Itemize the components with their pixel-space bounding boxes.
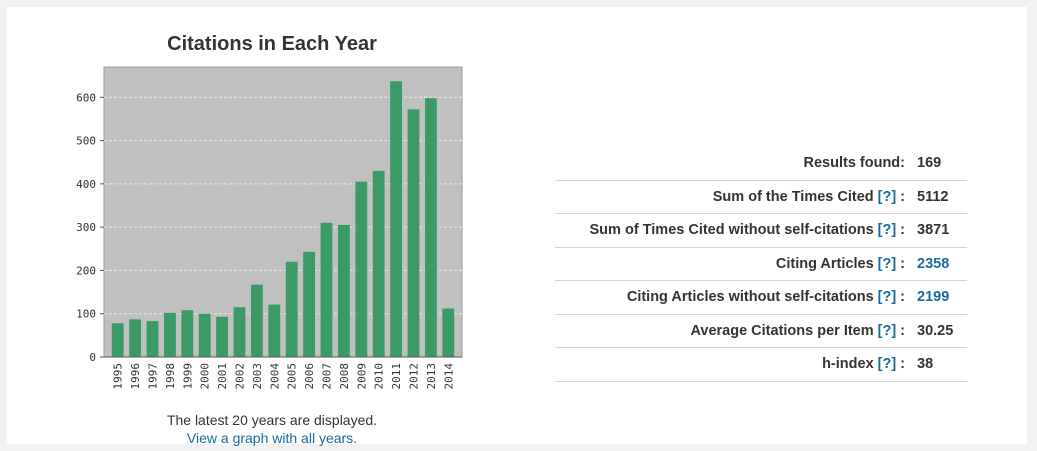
footnote-text: The latest 20 years are displayed. [166, 412, 378, 428]
y-tick-label: 100 [76, 308, 96, 321]
citations-bar-chart: 0 100 200 300 400 500 600 1995 1996 1997 1998 1999 2… [76, 66, 463, 390]
x-tick-label: 1997 [147, 363, 160, 390]
x-tick-label: 2011 [390, 363, 403, 390]
bar [233, 307, 246, 357]
label-colon: : [900, 289, 905, 306]
bar [303, 251, 316, 357]
help-link[interactable]: [?] [877, 322, 897, 339]
bar [146, 321, 159, 357]
x-tick-label: 2007 [321, 363, 334, 390]
help-link[interactable]: [?] [877, 356, 897, 373]
x-tick-label: 2012 [408, 363, 421, 390]
x-tick-label: 2010 [373, 363, 386, 390]
bar [111, 323, 124, 357]
x-tick-label: 2009 [355, 363, 368, 390]
bar [285, 261, 298, 357]
label-colon: : [900, 356, 905, 373]
stat-label: Citing Articles [775, 255, 874, 272]
citation-stats-table: Results found: 169 Sum of the Times Cited[… [555, 147, 967, 382]
x-tick-label: 2000 [199, 363, 212, 390]
chart-title: Citations in Each Year [167, 33, 377, 55]
label-colon: : [900, 255, 905, 272]
bar [129, 319, 142, 357]
bar [372, 170, 385, 357]
stat-value[interactable]: 2358 [917, 255, 950, 272]
bar [198, 313, 211, 357]
bar [442, 308, 455, 357]
y-tick-label: 300 [76, 221, 96, 234]
plot-area [103, 66, 463, 358]
x-tick-label: 2014 [442, 363, 455, 390]
y-tick-label: 400 [76, 178, 96, 191]
y-tick-label: 0 [89, 351, 96, 364]
bar [337, 224, 350, 357]
bar [320, 222, 333, 357]
stat-value: 5112 [917, 188, 949, 205]
x-tick-label: 2003 [251, 363, 264, 390]
bar [390, 81, 403, 358]
help-link[interactable]: [?] [877, 289, 897, 306]
stat-label: Sum of Times Cited without self-citation… [589, 222, 874, 239]
bar [216, 316, 229, 357]
bar [355, 181, 368, 357]
x-tick-label: 1999 [181, 363, 194, 390]
bar [163, 312, 176, 357]
stat-value: 30.25 [917, 322, 954, 339]
stat-row: Sum of Times Cited without self-citation… [555, 214, 967, 248]
x-tick-label: 2004 [268, 363, 281, 390]
stat-label: Average Citations per Item [690, 322, 874, 339]
help-link[interactable]: [?] [877, 222, 897, 239]
bar [407, 109, 420, 357]
label-colon: : [900, 222, 905, 239]
stat-label: Citing Articles without self-citations [626, 289, 874, 306]
stat-row: Citing Articles [?]:2358 [555, 248, 967, 281]
stat-value: 3871 [917, 222, 950, 239]
chart-footnote: The latest 20 years are displayed. View … [107, 411, 437, 447]
x-tick-label: 2002 [234, 363, 247, 390]
citation-report-panel: Citations in Each Year 0 100 200 300 400 500 6… [7, 7, 1027, 447]
x-tick-label: 2001 [216, 363, 229, 390]
help-link[interactable]: [?] [877, 255, 897, 272]
x-tick-label: 2005 [286, 363, 299, 390]
stat-value: 38 [917, 356, 934, 373]
all-years-graph-link[interactable]: View a graph with all years. [186, 430, 358, 446]
x-tick-label: 1995 [112, 363, 125, 390]
stat-row: Citing Articles without self-citations [?… [555, 281, 967, 315]
x-tick-label: 2013 [425, 363, 438, 390]
y-tick-label: 600 [76, 91, 96, 104]
stat-label: h-index [822, 356, 874, 373]
bar [424, 98, 437, 357]
label-colon: : [900, 188, 905, 205]
bar [268, 304, 281, 357]
bar [250, 284, 263, 357]
x-tick-label: 1998 [164, 363, 177, 390]
stat-value[interactable]: 2199 [917, 289, 950, 306]
label-colon: : [900, 322, 905, 339]
help-link[interactable]: [?] [877, 188, 897, 205]
x-tick-label: 2008 [338, 363, 351, 390]
stat-row: Sum of the Times Cited [?]:5112 [555, 181, 967, 214]
stat-row: Average Citations per Item [?]:30.25 [555, 315, 967, 348]
stat-row: Results found: 169 [555, 147, 967, 181]
y-tick-label: 500 [76, 135, 96, 148]
bar [181, 310, 194, 357]
x-tick-label: 1996 [129, 363, 142, 390]
stat-label: Results found: [803, 155, 906, 172]
stat-label: Sum of the Times Cited [712, 188, 874, 205]
y-tick-label: 200 [76, 264, 96, 277]
stat-value: 169 [917, 155, 942, 172]
x-tick-label: 2006 [303, 363, 316, 390]
stat-row: h-index [?]:38 [555, 348, 967, 382]
